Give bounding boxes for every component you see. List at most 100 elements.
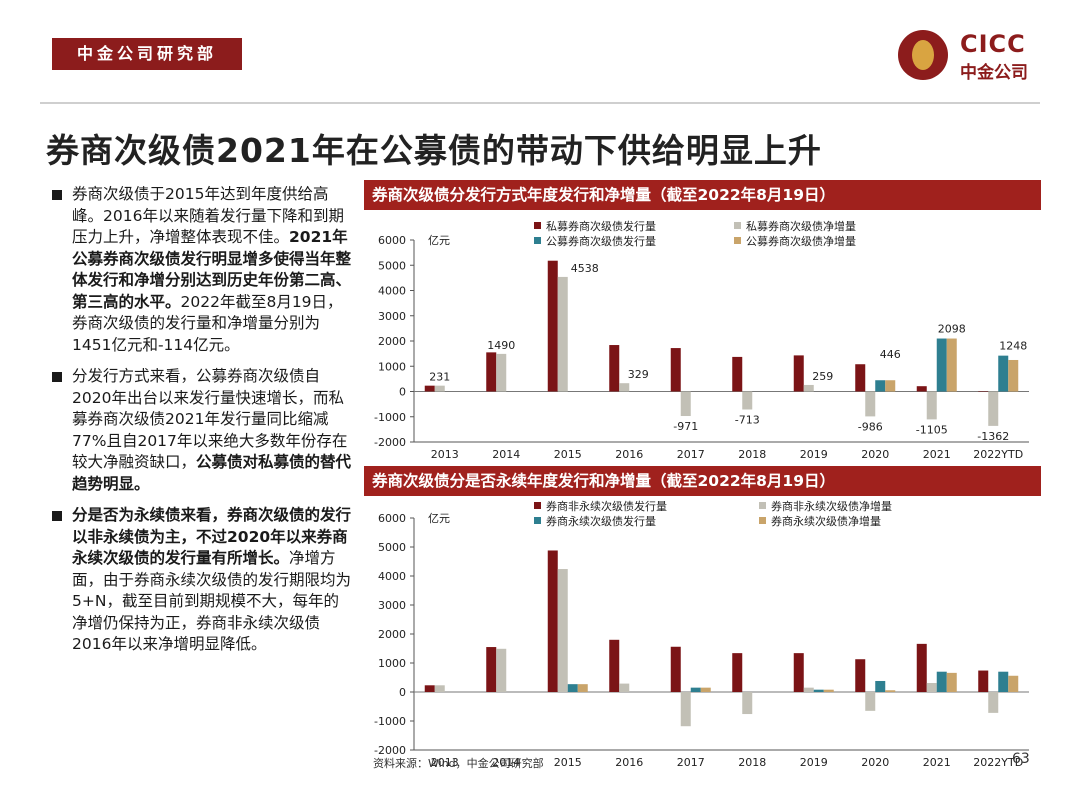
y-tick-label: 3000	[378, 310, 406, 323]
bar	[690, 687, 701, 692]
bullet-list: 券商次级债于2015年达到年度供给高峰。2016年以来随着发行量下降和到期压力上…	[52, 184, 352, 666]
x-tick-label: 2019	[800, 756, 828, 769]
bar	[803, 384, 814, 392]
x-tick-label: 2017	[677, 448, 705, 461]
bullet-square-icon	[52, 511, 62, 521]
logo-text-en: CICC	[960, 30, 1026, 58]
bar	[998, 355, 1009, 392]
data-label: 4538	[571, 262, 599, 275]
legend-swatch	[534, 237, 541, 244]
bar	[424, 385, 435, 392]
bar	[680, 391, 691, 417]
bar	[434, 385, 445, 392]
bar	[936, 338, 947, 392]
y-tick-label: 0	[399, 386, 406, 399]
bar	[946, 672, 957, 692]
bar	[875, 680, 886, 692]
bar	[670, 348, 681, 392]
bullet-item: 券商次级债于2015年达到年度供给高峰。2016年以来随着发行量下降和到期压力上…	[52, 184, 352, 356]
chart-perpetual: 券商次级债分是否永续年度发行和净增量（截至2022年8月19日） -2000 -1…	[364, 466, 1041, 785]
cicc-logo-icon	[898, 30, 948, 80]
bullet-item: 分发行方式来看，公募券商次级债自2020年出台以来发行量快速增长，而私募券商次级…	[52, 366, 352, 495]
bar	[742, 391, 753, 410]
legend-label: 券商永续次级债发行量	[546, 514, 656, 528]
bar	[732, 653, 743, 692]
legend-label: 私募券商次级债净增量	[746, 219, 856, 233]
bar	[875, 380, 886, 392]
data-label: 231	[429, 371, 450, 384]
bar	[700, 687, 711, 692]
y-tick-label: -1000	[374, 411, 406, 424]
y-tick-label: 4000	[378, 285, 406, 298]
x-tick-label: 2013	[431, 448, 459, 461]
bar	[486, 352, 497, 392]
data-label: 446	[880, 348, 901, 361]
legend-label: 券商非永续次级债净增量	[771, 499, 892, 513]
bar	[434, 685, 445, 692]
chart-issuance-method: 券商次级债分发行方式年度发行和净增量（截至2022年8月19日） -2000 -1…	[364, 180, 1041, 472]
bar	[557, 569, 568, 692]
bar	[885, 380, 896, 392]
source-note: 资料来源：Wind，中金公司研究部	[373, 757, 544, 770]
x-tick-label: 2020	[861, 448, 889, 461]
page-number: 63	[1012, 751, 1030, 767]
bar	[926, 391, 937, 420]
y-tick-label: -2000	[374, 436, 406, 449]
bar	[855, 659, 866, 692]
header-divider	[40, 102, 1040, 104]
x-tick-label: 2020	[861, 756, 889, 769]
bar	[978, 391, 989, 392]
data-label: 259	[812, 370, 833, 383]
bar	[619, 383, 630, 392]
y-tick-label: -2000	[374, 744, 406, 757]
unit-label: 亿元	[428, 234, 450, 247]
data-label: 1490	[487, 339, 515, 352]
page-title: 券商次级债2021年在公募债的带动下供给明显上升	[46, 131, 822, 170]
x-tick-label: 2015	[554, 756, 582, 769]
x-tick-label: 2015	[554, 448, 582, 461]
legend-label: 私募券商次级债发行量	[546, 219, 656, 233]
x-tick-label: 2016	[615, 756, 643, 769]
bar	[936, 671, 947, 692]
bar	[998, 671, 1009, 692]
bar	[988, 391, 999, 426]
legend-swatch	[534, 222, 541, 229]
bar	[926, 683, 937, 692]
x-tick-label: 2018	[738, 756, 766, 769]
x-tick-label: 2022YTD	[973, 756, 1023, 769]
bar	[823, 689, 834, 692]
department-label: 中金公司研究部	[52, 38, 242, 70]
y-tick-label: 1000	[378, 360, 406, 373]
bar	[424, 685, 435, 692]
bar	[619, 683, 630, 692]
legend-label: 券商永续次级债净增量	[771, 514, 881, 528]
y-tick-label: 4000	[378, 570, 406, 583]
chart-svg: -2000 -1000 0 1000 2000 3000 4000 5000 6000 亿元 私募券…	[374, 219, 1029, 461]
bullet-text: 公募债对私募债的替代趋势明显。	[72, 453, 352, 493]
legend-label: 公募券商次级债净增量	[746, 234, 856, 248]
y-tick-label: 6000	[378, 512, 406, 525]
bar	[742, 692, 753, 715]
data-label: -713	[735, 414, 760, 427]
bullet-item: 分是否为永续债来看，券商次级债的发行以非永续债为主，不过2020年以来券商永续次…	[52, 505, 352, 656]
bar	[793, 653, 804, 692]
bullet-text: 净增方面，由于券商永续次级债的发行期限均为5+N，截至目前到期规模不大，每年的净…	[72, 549, 352, 653]
bar	[609, 639, 620, 692]
chart-title: 券商次级债分发行方式年度发行和净增量（截至2022年8月19日）	[364, 180, 1041, 210]
y-tick-label: 2000	[378, 335, 406, 348]
bar	[557, 276, 568, 392]
x-tick-label: 2014	[492, 756, 520, 769]
data-label: -1362	[977, 430, 1009, 443]
x-tick-label: 2017	[677, 756, 705, 769]
bullet-text: 2021年公募券商次级债发行明显增多使得当年整体发行和净增分别达到历史年份第二高…	[72, 228, 352, 311]
legend-swatch	[759, 517, 766, 524]
bar	[978, 670, 989, 692]
bar	[988, 692, 999, 713]
x-tick-label: 2019	[800, 448, 828, 461]
y-tick-label: 3000	[378, 599, 406, 612]
legend-swatch	[734, 237, 741, 244]
bar	[793, 355, 804, 392]
y-tick-label: 2000	[378, 628, 406, 641]
bar	[609, 345, 620, 392]
chart-title: 券商次级债分是否永续年度发行和净增量（截至2022年8月19日）	[364, 466, 1041, 496]
